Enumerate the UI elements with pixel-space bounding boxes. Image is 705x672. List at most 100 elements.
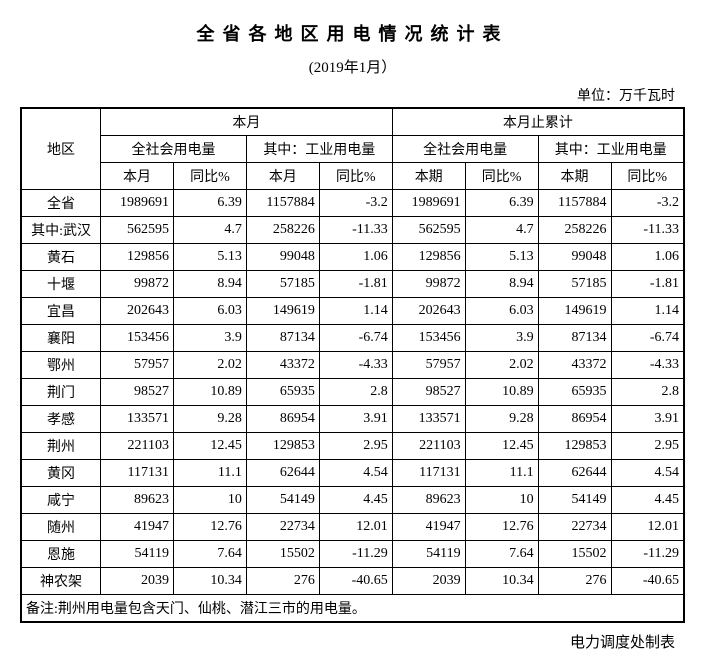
cell-region: 黄石 [21, 244, 101, 271]
cell-region: 随州 [21, 514, 101, 541]
cell-region: 咸宁 [21, 487, 101, 514]
table-body: 全省19896916.391157884-3.219896916.3911578… [21, 190, 684, 595]
cell-m-ind: 57185 [246, 271, 319, 298]
header-industrial-power-m: 其中：工业用电量 [246, 136, 392, 163]
cell-m-total-yoy: 2.02 [173, 352, 246, 379]
cell-c-total-yoy: 10.89 [465, 379, 538, 406]
cell-c-total: 117131 [392, 460, 465, 487]
table-title: 全省各地区用电情况统计表 [20, 20, 685, 46]
cell-c-total: 221103 [392, 433, 465, 460]
cell-m-ind: 22734 [246, 514, 319, 541]
cell-c-total: 1989691 [392, 190, 465, 217]
table-row: 神农架203910.34276-40.65203910.34276-40.65 [21, 568, 684, 595]
cell-c-total-yoy: 11.1 [465, 460, 538, 487]
cell-c-total-yoy: 2.02 [465, 352, 538, 379]
table-row: 随州4194712.762273412.014194712.762273412.… [21, 514, 684, 541]
cell-m-ind-yoy: -11.29 [319, 541, 392, 568]
cell-c-ind-yoy: 3.91 [611, 406, 684, 433]
table-row: 恩施541197.6415502-11.29541197.6415502-11.… [21, 541, 684, 568]
cell-c-ind: 1157884 [538, 190, 611, 217]
cell-c-total-yoy: 6.03 [465, 298, 538, 325]
cell-m-total-yoy: 8.94 [173, 271, 246, 298]
cell-region: 襄阳 [21, 325, 101, 352]
cell-c-ind: 54149 [538, 487, 611, 514]
cell-m-ind: 15502 [246, 541, 319, 568]
cell-c-ind-yoy: 4.45 [611, 487, 684, 514]
cell-m-ind-yoy: 4.45 [319, 487, 392, 514]
cell-c-ind: 62644 [538, 460, 611, 487]
footer-text: 电力调度处制表 [20, 631, 685, 652]
cell-m-ind: 62644 [246, 460, 319, 487]
header-c-ind: 本期 [538, 163, 611, 190]
cell-m-total: 133571 [101, 406, 174, 433]
cell-m-total-yoy: 7.64 [173, 541, 246, 568]
table-row: 咸宁8962310541494.458962310541494.45 [21, 487, 684, 514]
cell-m-ind-yoy: 3.91 [319, 406, 392, 433]
cell-c-ind: 276 [538, 568, 611, 595]
table-row: 黄石1298565.13990481.061298565.13990481.06 [21, 244, 684, 271]
cell-c-total: 2039 [392, 568, 465, 595]
cell-c-total: 41947 [392, 514, 465, 541]
cell-m-ind-yoy: -6.74 [319, 325, 392, 352]
cell-c-total: 133571 [392, 406, 465, 433]
note-row: 备注:荆州用电量包含天门、仙桃、潜江三市的用电量。 [21, 595, 684, 623]
cell-c-ind: 99048 [538, 244, 611, 271]
cell-m-total-yoy: 10 [173, 487, 246, 514]
cell-c-ind: 22734 [538, 514, 611, 541]
cell-m-ind: 86954 [246, 406, 319, 433]
cell-c-ind: 43372 [538, 352, 611, 379]
table-header: 地区 本月 本月止累计 全社会用电量 其中：工业用电量 全社会用电量 其中：工业… [21, 108, 684, 190]
cell-m-total-yoy: 10.89 [173, 379, 246, 406]
cell-c-ind-yoy: 12.01 [611, 514, 684, 541]
cell-m-total-yoy: 6.39 [173, 190, 246, 217]
cell-m-total-yoy: 3.9 [173, 325, 246, 352]
cell-region: 恩施 [21, 541, 101, 568]
cell-m-ind-yoy: -3.2 [319, 190, 392, 217]
cell-c-total-yoy: 10 [465, 487, 538, 514]
cell-c-total: 98527 [392, 379, 465, 406]
cell-c-ind-yoy: 1.14 [611, 298, 684, 325]
header-c-ind-yoy: 同比% [611, 163, 684, 190]
cell-m-ind-yoy: 12.01 [319, 514, 392, 541]
cell-m-ind-yoy: -11.33 [319, 217, 392, 244]
cell-c-total: 99872 [392, 271, 465, 298]
cell-c-ind-yoy: 2.95 [611, 433, 684, 460]
cell-m-total-yoy: 6.03 [173, 298, 246, 325]
cell-region: 宜昌 [21, 298, 101, 325]
cell-c-total-yoy: 7.64 [465, 541, 538, 568]
header-m-ind-yoy: 同比% [319, 163, 392, 190]
cell-c-total-yoy: 9.28 [465, 406, 538, 433]
table-row: 襄阳1534563.987134-6.741534563.987134-6.74 [21, 325, 684, 352]
cell-c-ind: 149619 [538, 298, 611, 325]
cell-m-ind-yoy: 1.14 [319, 298, 392, 325]
cell-m-ind: 1157884 [246, 190, 319, 217]
header-total-power-m: 全社会用电量 [101, 136, 247, 163]
cell-m-total: 54119 [101, 541, 174, 568]
table-row: 宜昌2026436.031496191.142026436.031496191.… [21, 298, 684, 325]
cell-c-ind: 129853 [538, 433, 611, 460]
cell-m-total: 562595 [101, 217, 174, 244]
table-row: 荆门9852710.89659352.89852710.89659352.8 [21, 379, 684, 406]
cell-c-ind: 57185 [538, 271, 611, 298]
header-this-month: 本月 [101, 108, 393, 136]
cell-m-ind-yoy: -1.81 [319, 271, 392, 298]
cell-m-total: 1989691 [101, 190, 174, 217]
cell-c-total-yoy: 4.7 [465, 217, 538, 244]
cell-m-total-yoy: 5.13 [173, 244, 246, 271]
cell-m-total: 99872 [101, 271, 174, 298]
table-row: 全省19896916.391157884-3.219896916.3911578… [21, 190, 684, 217]
cell-m-total: 98527 [101, 379, 174, 406]
cell-c-total-yoy: 10.34 [465, 568, 538, 595]
header-m-ind: 本月 [246, 163, 319, 190]
header-c-total: 本期 [392, 163, 465, 190]
cell-c-total-yoy: 12.45 [465, 433, 538, 460]
unit-label: 单位：万千瓦时 [20, 85, 685, 105]
header-total-power-c: 全社会用电量 [392, 136, 538, 163]
table-row: 其中:武汉5625954.7258226-11.335625954.725822… [21, 217, 684, 244]
cell-c-ind-yoy: -3.2 [611, 190, 684, 217]
table-row: 荆州22110312.451298532.9522110312.45129853… [21, 433, 684, 460]
cell-m-total-yoy: 4.7 [173, 217, 246, 244]
cell-region: 荆州 [21, 433, 101, 460]
cell-m-total: 221103 [101, 433, 174, 460]
cell-region: 黄冈 [21, 460, 101, 487]
